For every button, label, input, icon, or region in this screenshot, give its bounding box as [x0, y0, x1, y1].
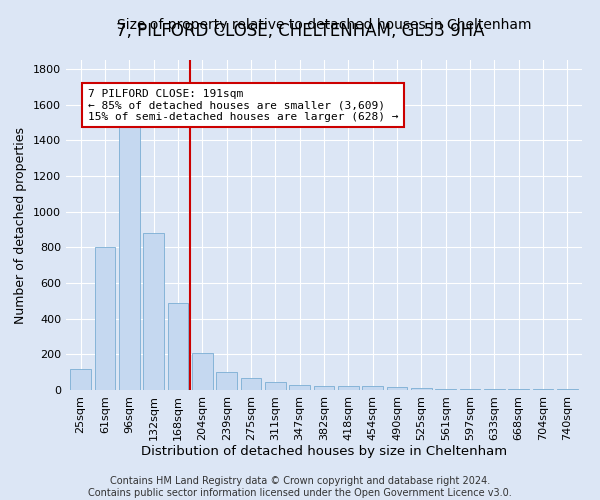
- Bar: [70, 368, 91, 390]
- Bar: [436, 388, 456, 390]
- Bar: [508, 389, 529, 390]
- Text: 7, PILFORD CLOSE, CHELTENHAM, GL53 9HA: 7, PILFORD CLOSE, CHELTENHAM, GL53 9HA: [116, 22, 484, 40]
- Bar: [484, 389, 505, 390]
- Bar: [143, 233, 164, 390]
- Bar: [289, 384, 310, 390]
- Text: 7 PILFORD CLOSE: 191sqm
← 85% of detached houses are smaller (3,609)
15% of semi: 7 PILFORD CLOSE: 191sqm ← 85% of detache…: [88, 88, 398, 122]
- Bar: [119, 117, 140, 390]
- Bar: [460, 389, 481, 390]
- X-axis label: Distribution of detached houses by size in Cheltenham: Distribution of detached houses by size …: [141, 446, 507, 458]
- Title: Size of property relative to detached houses in Cheltenham: Size of property relative to detached ho…: [117, 18, 531, 32]
- Bar: [95, 248, 115, 390]
- Bar: [241, 378, 262, 390]
- Bar: [216, 372, 237, 390]
- Bar: [411, 388, 432, 390]
- Bar: [265, 382, 286, 390]
- Bar: [192, 352, 212, 390]
- Bar: [167, 302, 188, 390]
- Bar: [338, 386, 359, 390]
- Y-axis label: Number of detached properties: Number of detached properties: [14, 126, 28, 324]
- Bar: [362, 386, 383, 390]
- Bar: [386, 388, 407, 390]
- Bar: [314, 386, 334, 390]
- Text: Contains HM Land Registry data © Crown copyright and database right 2024.
Contai: Contains HM Land Registry data © Crown c…: [88, 476, 512, 498]
